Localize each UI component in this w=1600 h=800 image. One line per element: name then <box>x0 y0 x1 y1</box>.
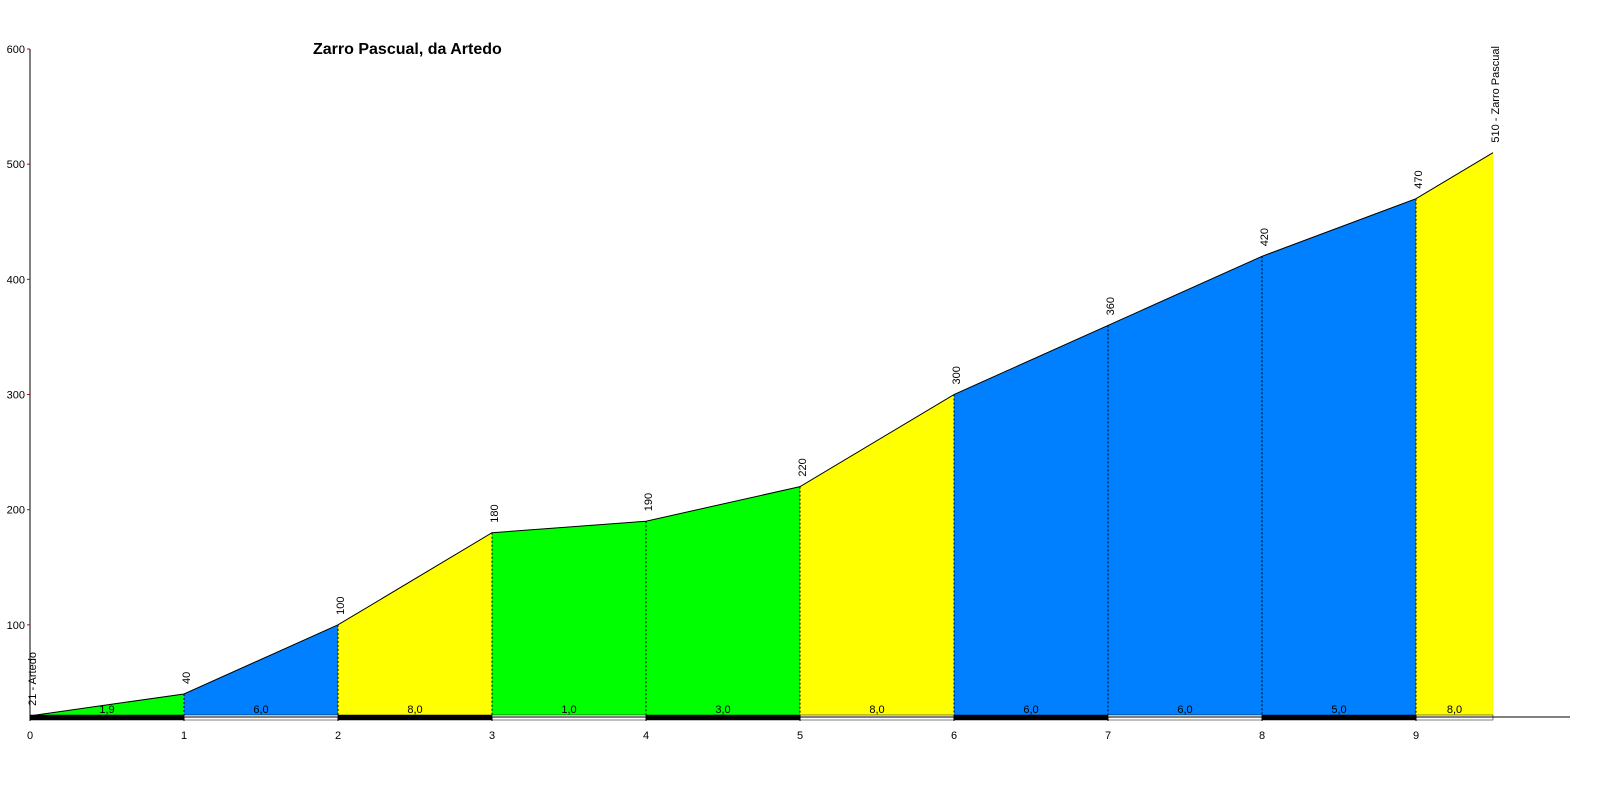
gradient-label: 8,0 <box>407 704 422 716</box>
y-tick-label: 200 <box>7 505 25 517</box>
elevation-label: 420 <box>1259 228 1271 246</box>
elevation-label: 510 - Zarro Pascual <box>1490 46 1502 143</box>
y-tick-label: 600 <box>7 44 25 56</box>
segment <box>338 532 492 717</box>
segment <box>800 394 954 717</box>
x-tick-label: 6 <box>951 730 957 742</box>
elevation-label: 40 <box>181 672 193 684</box>
elevation-label: 180 <box>489 504 501 522</box>
segment <box>1416 152 1493 718</box>
elevation-label: 100 <box>335 597 347 615</box>
x-tick-label: 7 <box>1105 730 1111 742</box>
gradient-label: 6,0 <box>253 704 268 716</box>
elevation-label: 220 <box>797 458 809 476</box>
elevation-label: 190 <box>643 493 655 511</box>
segment <box>492 521 646 717</box>
chart-title: Zarro Pascual, da Artedo <box>313 41 502 58</box>
x-tick-label: 0 <box>27 730 33 742</box>
elevation-label: 21 - Artedo <box>27 652 39 706</box>
x-tick-label: 5 <box>797 730 803 742</box>
segment <box>1262 198 1416 718</box>
y-tick-label: 500 <box>7 159 25 171</box>
gradient-label: 5,0 <box>1331 704 1346 716</box>
gradient-label: 8,0 <box>869 704 884 716</box>
x-tick-label: 3 <box>489 730 495 742</box>
segment <box>1108 256 1262 717</box>
x-tick-label: 2 <box>335 730 341 742</box>
segment <box>184 624 338 717</box>
y-tick-label: 300 <box>7 390 25 402</box>
elevation-label: 470 <box>1413 170 1425 188</box>
gradient-label: 6,0 <box>1177 704 1192 716</box>
gradient-label: 6,0 <box>1023 704 1038 716</box>
x-tick-label: 1 <box>181 730 187 742</box>
elevation-label: 360 <box>1105 297 1117 315</box>
segment <box>646 486 800 717</box>
y-tick-label: 100 <box>7 620 25 632</box>
x-tick-label: 8 <box>1259 730 1265 742</box>
elevation-label: 300 <box>951 366 963 384</box>
x-tick-label: 4 <box>643 730 649 742</box>
gradient-label: 3,0 <box>715 704 730 716</box>
segment <box>954 325 1108 717</box>
gradient-label: 8,0 <box>1447 704 1462 716</box>
gradient-label: 1,9 <box>99 704 114 716</box>
x-tick-label: 9 <box>1413 730 1419 742</box>
gradient-label: 1,0 <box>561 704 576 716</box>
y-tick-label: 400 <box>7 274 25 286</box>
profile-line <box>29 152 1494 717</box>
